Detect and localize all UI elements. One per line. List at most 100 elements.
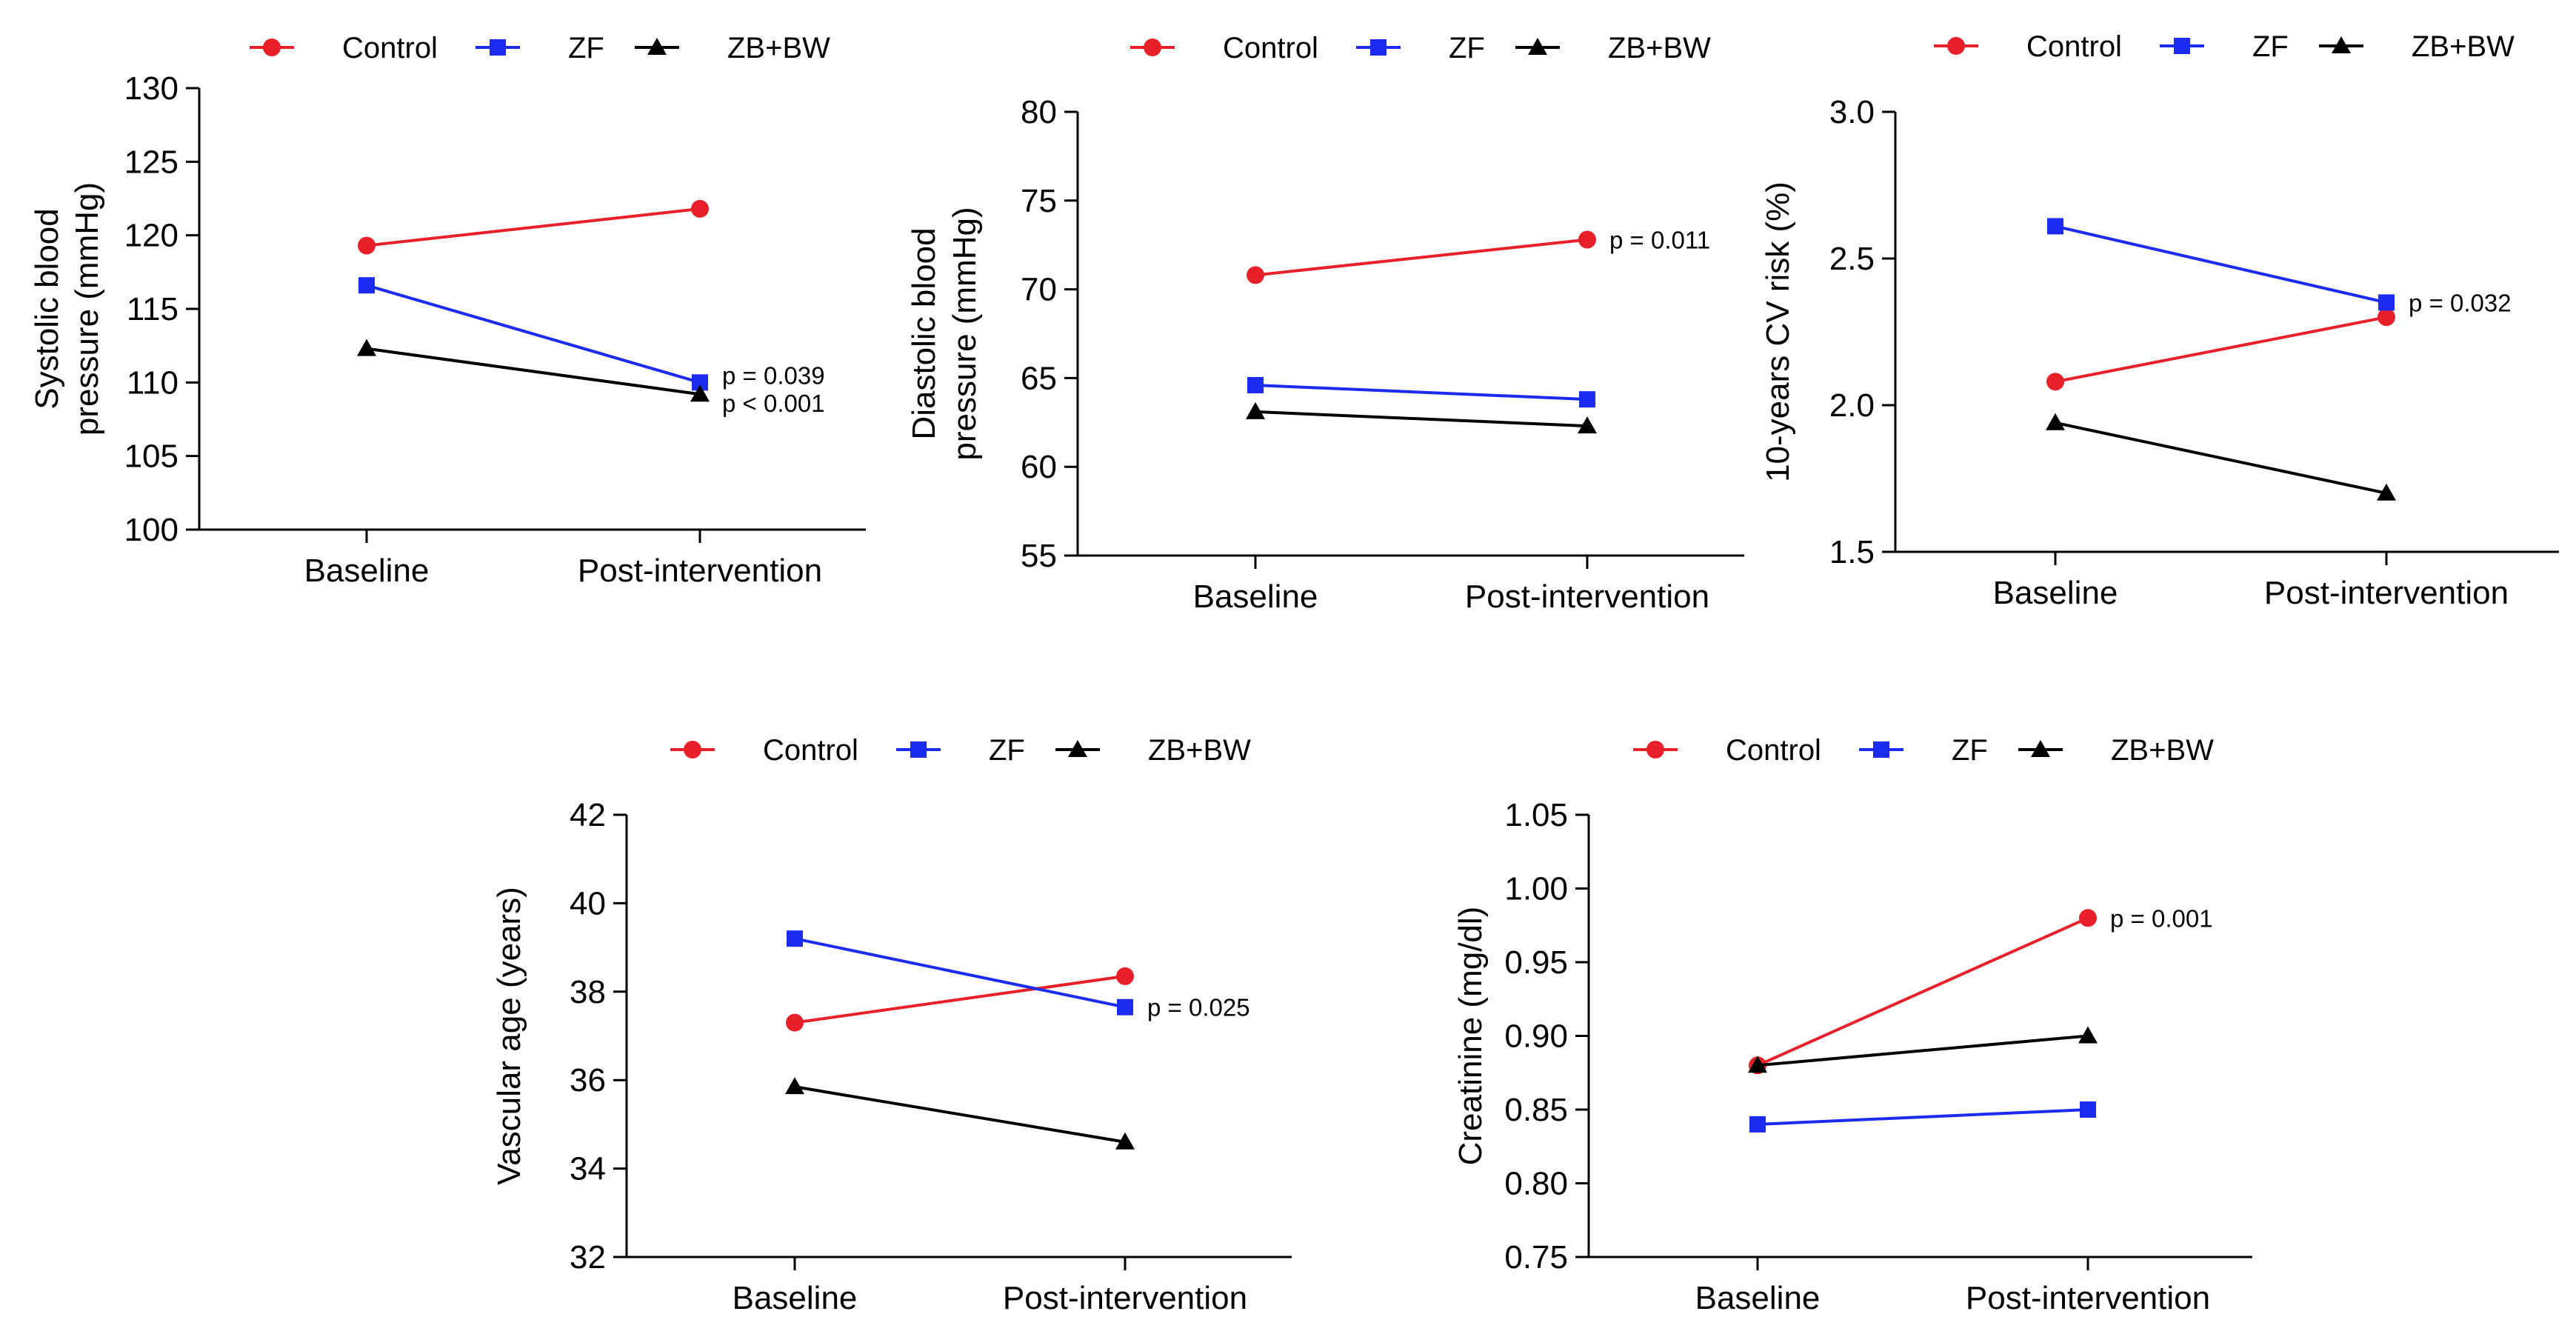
chart-5: 0.75 0.80 0.85 0.90 0.95 1.00 1.05 Baseline Post… [1452, 734, 2252, 1316]
legend-label-zf: ZF [1449, 32, 1485, 64]
legend-marker-zf [2174, 38, 2190, 54]
series-line-control [1255, 238, 1588, 277]
legend-label-zf: ZF [1952, 734, 1988, 767]
y-axis-label: 10-years CV risk (%) [1760, 181, 1796, 482]
legend-label-control: Control [763, 734, 858, 767]
point-zb-bw-post-intervention [690, 384, 710, 402]
x-tick-label-baseline: Baseline [1695, 1280, 1821, 1316]
legend-marker-control [1947, 37, 1965, 55]
legend-label-zf: ZF [2252, 30, 2289, 63]
point-control-post-intervention [1578, 230, 1596, 249]
p-value-annotation: p = 0.001 [2110, 904, 2213, 932]
y-axis-label: Systolic blood [29, 208, 65, 409]
y-tick-label: 0.95 [1504, 944, 1568, 981]
legend-label-control: Control [1223, 32, 1318, 64]
legend-label-zf: ZF [568, 32, 604, 64]
chart-3: 1.5 2.0 2.5 3.0 Baseline Post-intervention 10-… [1760, 30, 2559, 611]
x-tick-label-baseline: Baseline [1193, 579, 1318, 615]
legend: Control ZF ZB+BW [250, 32, 830, 64]
legend-label-zb-bw: ZB+BW [2412, 30, 2515, 63]
legend: Control ZF ZB+BW [1130, 32, 1711, 64]
y-tick-label: 1.00 [1504, 871, 1568, 907]
y-tick-label: 80 [1021, 94, 1057, 130]
legend-marker-zb-bw [647, 38, 667, 55]
legend-label-zb-bw: ZB+BW [2111, 734, 2214, 767]
x-tick-label-post-intervention: Post-intervention [1465, 579, 1709, 615]
point-zb-bw-post-intervention [1115, 1132, 1135, 1150]
y-tick-label: 130 [124, 70, 178, 107]
legend-label-zb-bw: ZB+BW [1608, 32, 1711, 64]
y-tick-label: 0.75 [1504, 1239, 1568, 1276]
legend-marker-control [1646, 741, 1664, 758]
y-tick-label: 70 [1021, 272, 1057, 308]
y-tick-label: 75 [1021, 183, 1057, 219]
y-axis-label: pressure (mmHg) [947, 207, 983, 460]
series-line-zf [1757, 1108, 2089, 1126]
y-tick-label: 2.0 [1829, 387, 1875, 424]
y-tick-label: 32 [570, 1239, 606, 1276]
point-zb-bw-post-intervention [2377, 483, 2396, 501]
point-zf-baseline [358, 277, 375, 294]
point-zb-bw-baseline [2046, 413, 2065, 430]
point-zb-bw-baseline [785, 1077, 804, 1095]
legend-label-zb-bw: ZB+BW [727, 32, 830, 64]
y-tick-label: 34 [570, 1151, 606, 1187]
point-control-baseline [358, 236, 376, 255]
legend: Control ZF ZB+BW [1934, 30, 2515, 63]
x-tick-label-baseline: Baseline [1993, 575, 2118, 611]
series-line-zb-bw [1255, 410, 1588, 428]
legend-marker-zf [910, 741, 927, 758]
y-axis-label: Diastolic blood [906, 227, 942, 439]
x-tick-label-post-intervention: Post-intervention [2264, 575, 2509, 611]
p-value-annotation: p < 0.001 [722, 390, 825, 417]
point-control-baseline [1247, 266, 1264, 284]
p-value-annotation: p = 0.032 [2409, 289, 2512, 316]
point-control-post-intervention [2378, 308, 2395, 327]
point-control-post-intervention [2079, 909, 2097, 927]
chart-2: 55 60 65 70 75 80 Baseline Post-intervention Dia… [906, 32, 1744, 615]
legend-marker-zf [490, 39, 506, 56]
legend-marker-zb-bw [2031, 740, 2050, 757]
series-line-control [2055, 316, 2387, 384]
series-line-zb-bw [366, 347, 701, 396]
legend-label-zb-bw: ZB+BW [1148, 734, 1251, 767]
y-axis-label: Creatinine (mg/dl) [1452, 907, 1489, 1166]
legend-marker-control [1144, 39, 1161, 56]
x-tick-label-post-intervention: Post-intervention [1966, 1280, 2210, 1316]
y-tick-label: 120 [124, 218, 178, 254]
point-control-post-intervention [1116, 967, 1134, 985]
y-tick-label: 0.80 [1504, 1166, 1568, 1202]
legend-marker-control [684, 741, 701, 758]
y-tick-label: 125 [124, 144, 178, 180]
legend-marker-zf [1370, 39, 1387, 56]
point-zf-baseline [2047, 218, 2063, 235]
chart-4: 32 34 36 38 40 42 Baseline Post-intervention Vas… [491, 734, 1292, 1316]
series-line-control [366, 207, 701, 247]
y-tick-label: 110 [127, 364, 178, 401]
y-tick-label: 2.5 [1829, 241, 1875, 277]
point-zf-post-intervention [1579, 391, 1595, 408]
y-tick-label: 60 [1021, 449, 1057, 485]
y-tick-label: 1.5 [1829, 534, 1875, 570]
series-line-zf [366, 284, 701, 384]
x-tick-label-post-intervention: Post-intervention [1003, 1280, 1247, 1316]
series-line-zf [1255, 383, 1588, 401]
series-line-zb-bw [1757, 1034, 2089, 1067]
point-zf-baseline [1749, 1116, 1766, 1133]
legend: Control ZF ZB+BW [1633, 734, 2214, 767]
y-tick-label: 115 [127, 291, 178, 327]
x-tick-label-baseline: Baseline [304, 553, 430, 589]
y-tick-label: 65 [1021, 360, 1057, 396]
chart-1: 100 105 110 115 120 125 130 Baseline Post-interv… [29, 32, 866, 589]
p-value-annotation: p = 0.025 [1147, 994, 1250, 1021]
y-tick-label: 40 [570, 885, 606, 921]
y-tick-label: 105 [124, 439, 178, 475]
point-zf-post-intervention [692, 374, 708, 391]
y-tick-label: 36 [570, 1062, 606, 1098]
legend-marker-zf [1873, 741, 1889, 758]
y-tick-label: 38 [570, 974, 606, 1010]
legend-marker-control [263, 39, 281, 56]
legend-label-control: Control [2026, 30, 2122, 63]
legend-label-control: Control [342, 32, 438, 64]
